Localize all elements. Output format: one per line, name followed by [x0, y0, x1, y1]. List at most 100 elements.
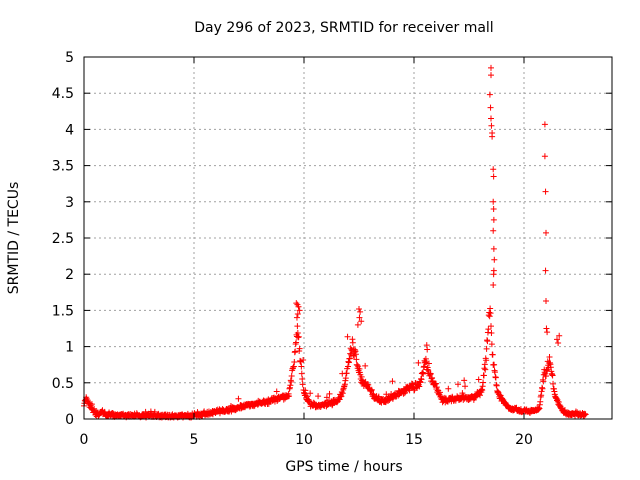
- data-point: [354, 321, 361, 328]
- data-point: [486, 91, 493, 98]
- data-point: [554, 336, 560, 343]
- data-point: [358, 318, 365, 325]
- y-tick-label: 0: [65, 412, 74, 428]
- y-tick-label: 3.5: [52, 159, 74, 175]
- data-point: [555, 339, 562, 346]
- data-point: [488, 122, 495, 129]
- y-tick-labels: 0 0.5 1 1.5 2 2.5 3 3.5 4 4.5 5: [52, 50, 74, 428]
- data-point: [357, 308, 364, 315]
- data-point: [299, 375, 306, 382]
- x-axis-label: GPS time / hours: [285, 459, 402, 475]
- data-point: [298, 370, 305, 377]
- chart-title: Day 296 of 2023, SRMTID for receiver mal…: [194, 20, 493, 36]
- data-point: [462, 383, 469, 390]
- x-tick-label: 10: [295, 432, 313, 448]
- y-tick-label: 0.5: [52, 376, 74, 392]
- data-point: [487, 310, 494, 317]
- y-tick-label: 5: [65, 50, 74, 66]
- data-point: [541, 121, 548, 128]
- data-point: [423, 359, 430, 366]
- data-point: [481, 361, 488, 368]
- data-point: [352, 351, 359, 358]
- data-point: [427, 370, 434, 377]
- data-point: [544, 329, 551, 336]
- data-point: [356, 305, 362, 312]
- data-point: [484, 338, 491, 345]
- data-point: [414, 382, 421, 389]
- data-point: [490, 271, 497, 278]
- data-point: [549, 372, 556, 379]
- x-tick-label: 20: [515, 432, 533, 448]
- data-point: [485, 326, 492, 333]
- data-point: [286, 393, 293, 400]
- data-point: [490, 216, 497, 223]
- data-point: [483, 345, 490, 352]
- y-tick-label: 1.5: [52, 303, 74, 319]
- data-point: [482, 366, 489, 373]
- data-point: [315, 393, 322, 400]
- data-point: [542, 188, 549, 195]
- y-tick-label: 1: [65, 340, 74, 356]
- data-point: [356, 314, 363, 321]
- data-point: [425, 360, 432, 367]
- data-point: [542, 267, 549, 274]
- data-point: [295, 303, 302, 310]
- data-point: [490, 173, 497, 180]
- data-point: [556, 332, 563, 339]
- y-tick-label: 4.5: [52, 86, 74, 102]
- data-point: [299, 381, 306, 388]
- data-point: [418, 376, 425, 383]
- data-point: [307, 390, 314, 397]
- y-tick-label: 2: [65, 267, 74, 283]
- data-point: [539, 385, 546, 392]
- x-tick-label: 5: [190, 432, 199, 448]
- data-point: [288, 372, 295, 379]
- data-point: [488, 72, 494, 79]
- data-point: [273, 388, 280, 395]
- y-tick-label: 2.5: [52, 231, 74, 247]
- data-point: [488, 330, 495, 337]
- data-point: [492, 374, 499, 381]
- data-point: [488, 115, 494, 122]
- x-tick-label: 15: [405, 432, 423, 448]
- data-point: [344, 333, 351, 340]
- data-point: [490, 206, 497, 213]
- data-point: [295, 333, 302, 340]
- data-point: [294, 323, 301, 330]
- data-point: [323, 394, 330, 401]
- data-point: [416, 383, 423, 390]
- data-point: [421, 363, 428, 370]
- data-point: [490, 282, 497, 289]
- data-point: [461, 377, 468, 384]
- data-point: [433, 380, 439, 387]
- data-point: [546, 354, 553, 361]
- data-point: [480, 372, 487, 379]
- data-point: [480, 379, 487, 386]
- data-point: [389, 378, 396, 385]
- data-point: [488, 341, 495, 348]
- data-point: [336, 396, 343, 403]
- data-point: [298, 363, 305, 370]
- data-point: [455, 381, 461, 388]
- data-point: [445, 385, 452, 392]
- data-point: [489, 133, 496, 140]
- data-point: [582, 411, 589, 418]
- data-point: [490, 166, 497, 173]
- data-point: [483, 357, 490, 364]
- data-point: [543, 372, 549, 379]
- data-point: [88, 401, 95, 408]
- data-point: [293, 300, 300, 307]
- y-tick-label: 3: [65, 195, 74, 211]
- data-point: [543, 297, 549, 304]
- data-point: [424, 346, 431, 353]
- data-point: [491, 361, 498, 368]
- axis-ticks: [83, 56, 612, 420]
- data-point: [362, 362, 369, 369]
- data-point: [293, 339, 300, 346]
- data-point: [541, 153, 548, 160]
- data-point: [490, 227, 497, 234]
- data-point: [490, 198, 497, 205]
- x-tick-label: 0: [80, 432, 89, 448]
